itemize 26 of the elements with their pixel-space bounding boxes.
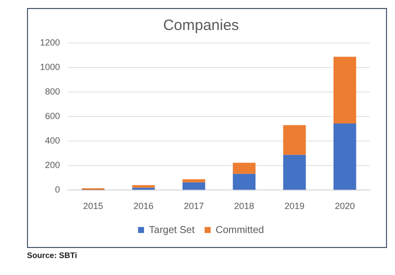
- legend-label: Target Set: [149, 224, 195, 236]
- bar: [232, 174, 256, 190]
- bar: [232, 162, 256, 174]
- y-tick-label: 800: [44, 86, 60, 97]
- y-tick-label: 600: [44, 111, 60, 122]
- bar: [182, 179, 206, 182]
- x-tick-label: 2017: [184, 201, 204, 212]
- bar: [334, 123, 356, 190]
- x-tick-label: 2020: [334, 201, 355, 212]
- y-tick-label: 0: [55, 184, 60, 195]
- bar: [334, 56, 356, 124]
- bar: [283, 125, 306, 155]
- legend-label: Committed: [216, 224, 264, 236]
- bar: [283, 154, 306, 190]
- y-tick-label: 1000: [40, 62, 60, 72]
- y-tick-label: 400: [44, 136, 60, 146]
- bar: [132, 185, 155, 188]
- x-tick-label: 2015: [83, 201, 104, 212]
- x-tick-label: 2016: [134, 201, 154, 212]
- y-tick-label: 1200: [40, 37, 60, 48]
- x-tick-label: 2019: [284, 201, 305, 212]
- x-tick-label: 2018: [234, 201, 254, 212]
- source-note: Source: SBTi: [27, 251, 78, 260]
- y-tick-label: 200: [44, 160, 60, 170]
- chart-title: Companies: [163, 17, 239, 34]
- bar: [182, 182, 206, 190]
